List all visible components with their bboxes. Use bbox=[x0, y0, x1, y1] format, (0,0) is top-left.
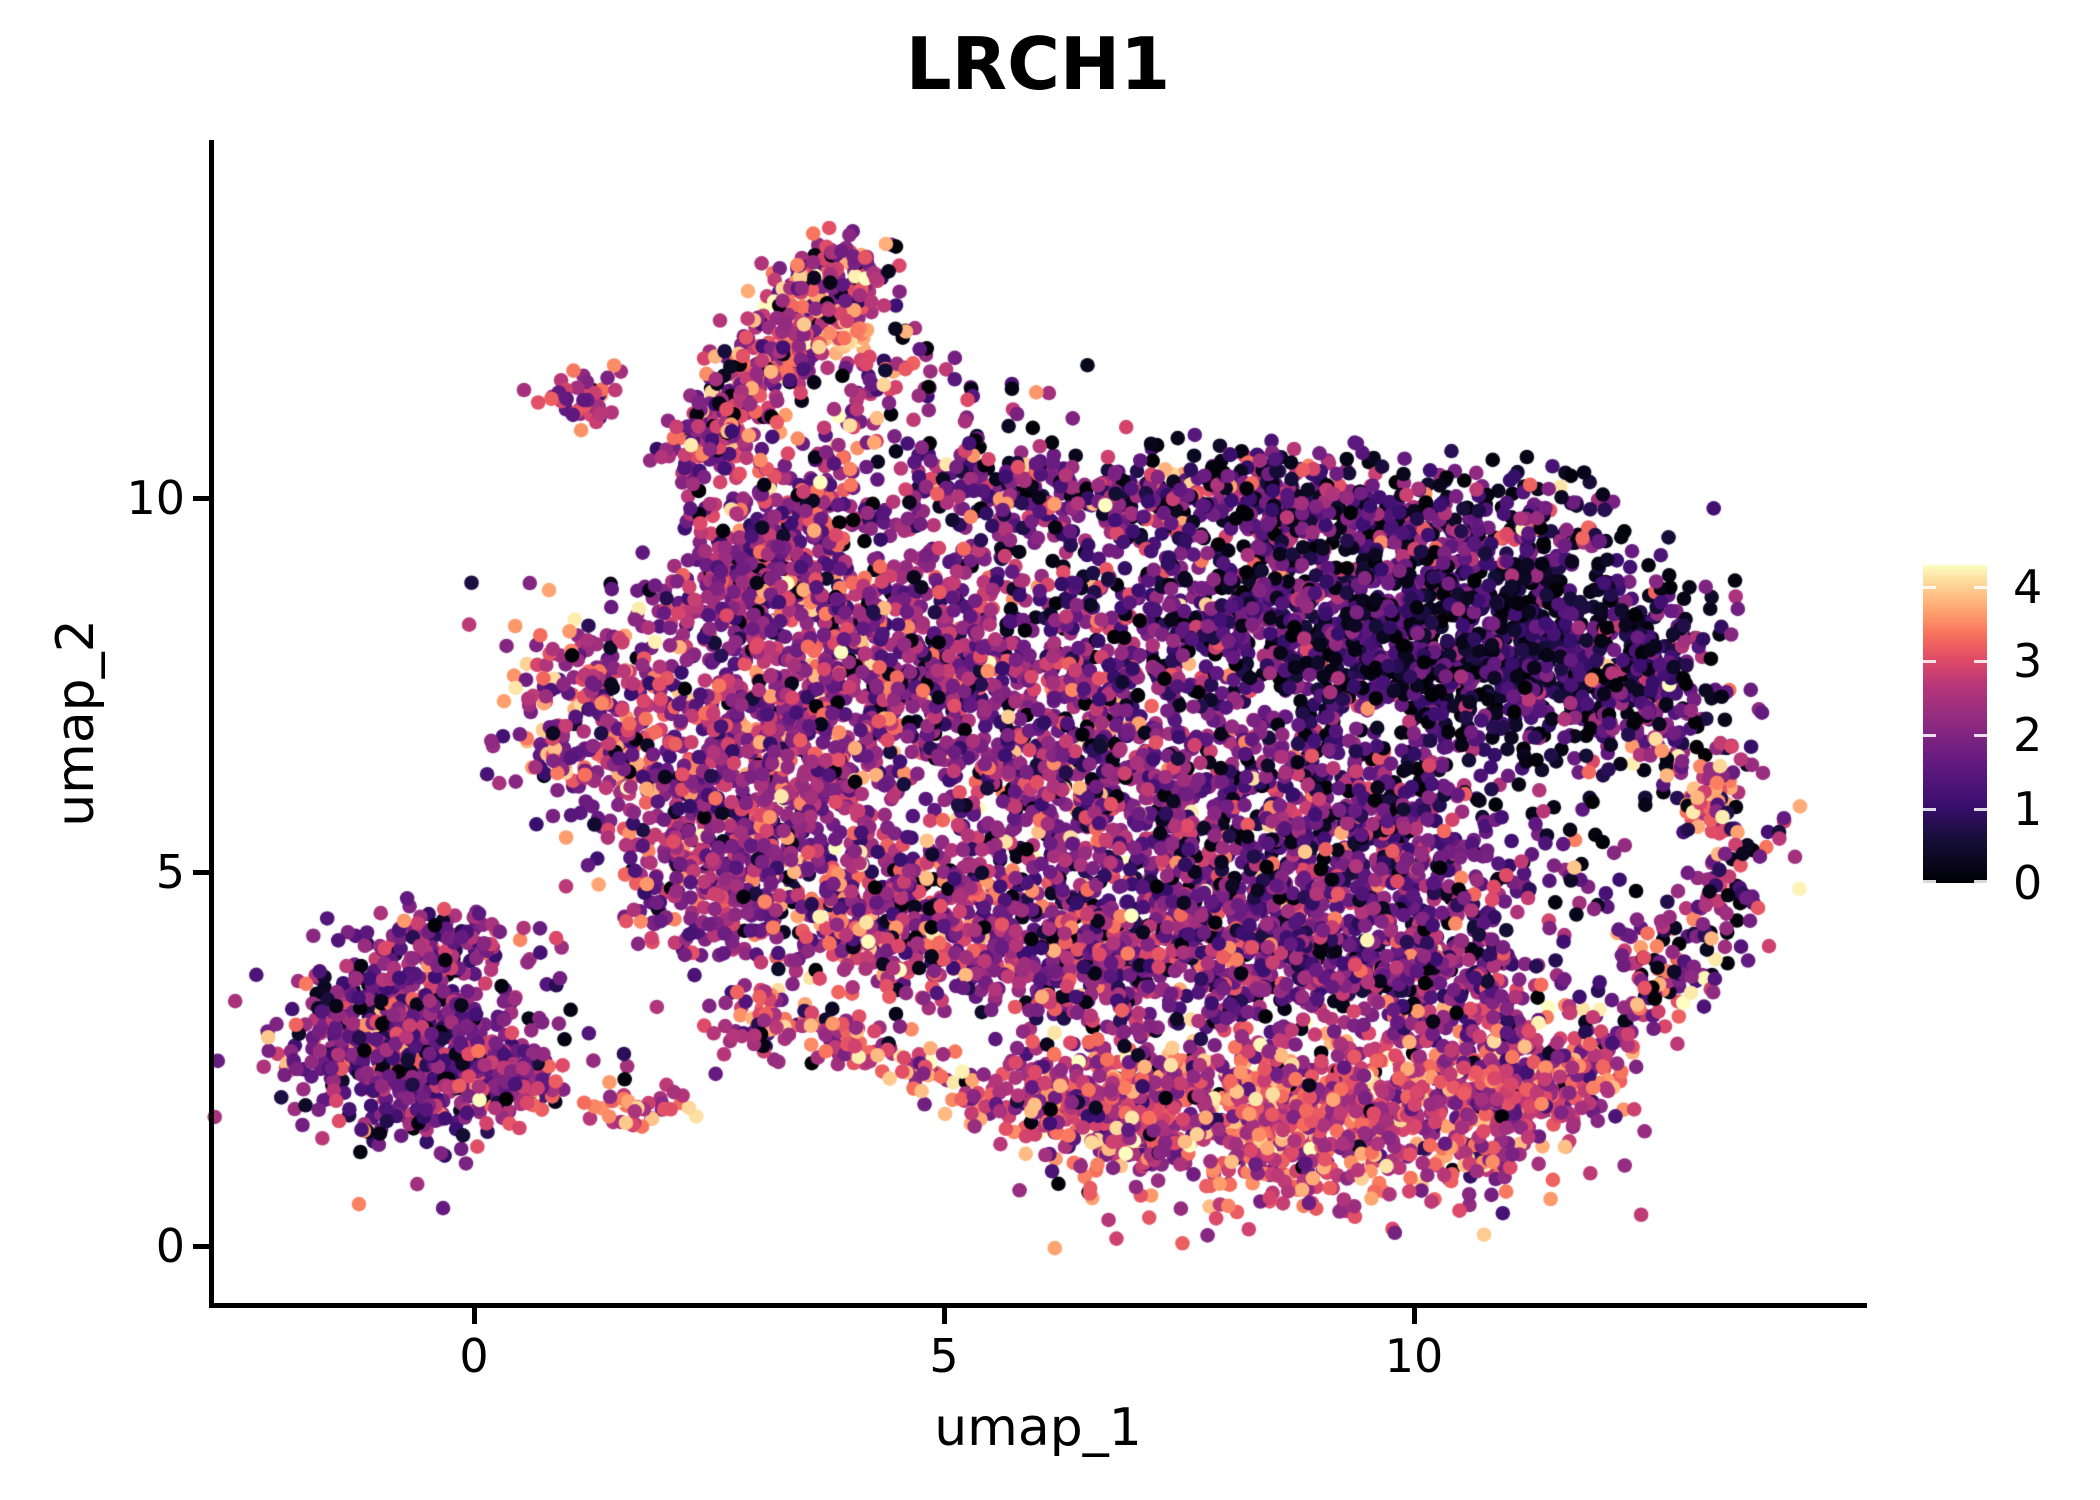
y-tick-label: 0 bbox=[155, 1219, 185, 1273]
x-tick-mark bbox=[471, 1308, 477, 1324]
colorbar bbox=[1923, 565, 1987, 883]
chart-title: LRCH1 bbox=[905, 22, 1171, 106]
y-tick-label: 5 bbox=[155, 845, 185, 899]
colorbar-tick-label: 4 bbox=[2013, 560, 2043, 615]
y-axis-line bbox=[209, 140, 214, 1308]
x-tick-label: 5 bbox=[929, 1329, 959, 1383]
y-tick-mark bbox=[193, 1243, 209, 1249]
colorbar-tick-label: 0 bbox=[2013, 856, 2043, 910]
colorbar-tick-mark bbox=[1974, 807, 1987, 811]
colorbar-tick-label: 3 bbox=[2013, 634, 2043, 689]
colorbar-tick-label: 1 bbox=[2013, 782, 2043, 837]
colorbar-tick-mark bbox=[1923, 585, 1936, 589]
colorbar-tick-mark bbox=[1923, 659, 1936, 663]
x-tick-label: 10 bbox=[1384, 1329, 1444, 1383]
y-tick-mark bbox=[193, 495, 209, 501]
x-tick-mark bbox=[1411, 1308, 1417, 1324]
y-axis-title: umap_2 bbox=[46, 619, 106, 827]
colorbar-gradient bbox=[1923, 565, 1987, 883]
colorbar-tick-mark bbox=[1974, 880, 1987, 883]
colorbar-tick-label: 2 bbox=[2013, 708, 2043, 763]
colorbar-tick-mark bbox=[1974, 585, 1987, 589]
colorbar-tick-mark bbox=[1923, 733, 1936, 737]
y-tick-mark bbox=[193, 869, 209, 875]
x-axis-line bbox=[209, 1303, 1867, 1308]
x-tick-label: 0 bbox=[459, 1329, 489, 1383]
colorbar-tick-mark bbox=[1974, 659, 1987, 663]
colorbar-tick-mark bbox=[1974, 733, 1987, 737]
colorbar-tick-mark bbox=[1923, 807, 1936, 811]
y-tick-label: 10 bbox=[126, 471, 185, 525]
colorbar-tick-mark bbox=[1923, 880, 1936, 883]
x-tick-mark bbox=[941, 1308, 947, 1324]
x-axis-title: umap_1 bbox=[934, 1398, 1142, 1458]
